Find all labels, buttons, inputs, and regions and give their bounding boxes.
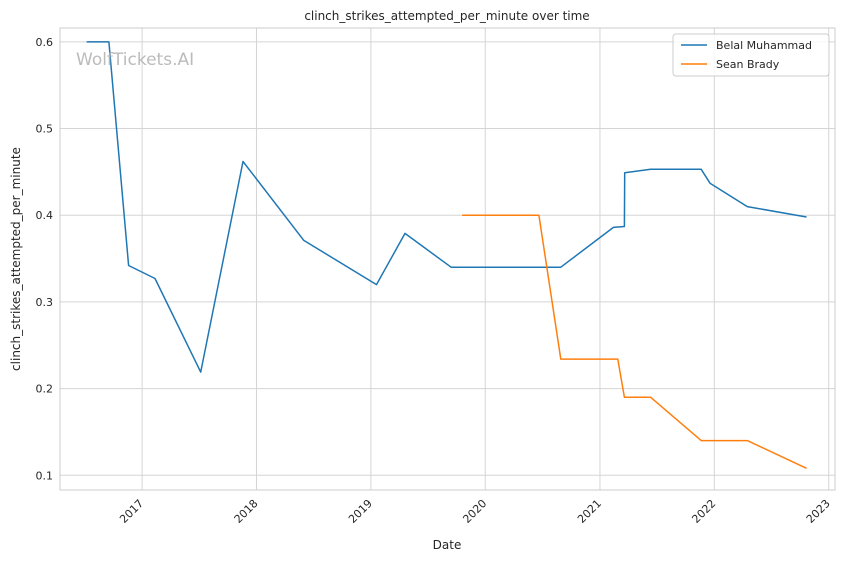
y-tick-label-0: 0.1 [36,469,54,482]
grid-lines [60,28,835,490]
y-tick-label-5: 0.6 [36,36,54,49]
y-tick-label-2: 0.3 [36,296,54,309]
legend-label-sean-brady: Sean Brady [716,58,780,71]
y-tick-label-1: 0.2 [36,383,54,396]
legend-box [672,33,830,77]
series-line-sean-brady [462,214,807,469]
series-line-belal-muhammad [86,41,807,373]
x-axis-label: Date [433,538,462,552]
y-axis-label: clinch_strikes_attempted_per_minute [9,147,23,371]
y-tick-label-3: 0.4 [36,209,54,222]
watermark-text: WolfTickets.AI [76,50,194,70]
legend: Belal Muhammad Sean Brady [672,33,830,77]
plot-frame [59,27,836,491]
series-lines [86,41,807,469]
y-tick-label-4: 0.5 [36,123,54,136]
chart-title: clinch_strikes_attempted_per_minute over… [304,9,589,23]
legend-label-belal-muhammad: Belal Muhammad [716,39,812,52]
